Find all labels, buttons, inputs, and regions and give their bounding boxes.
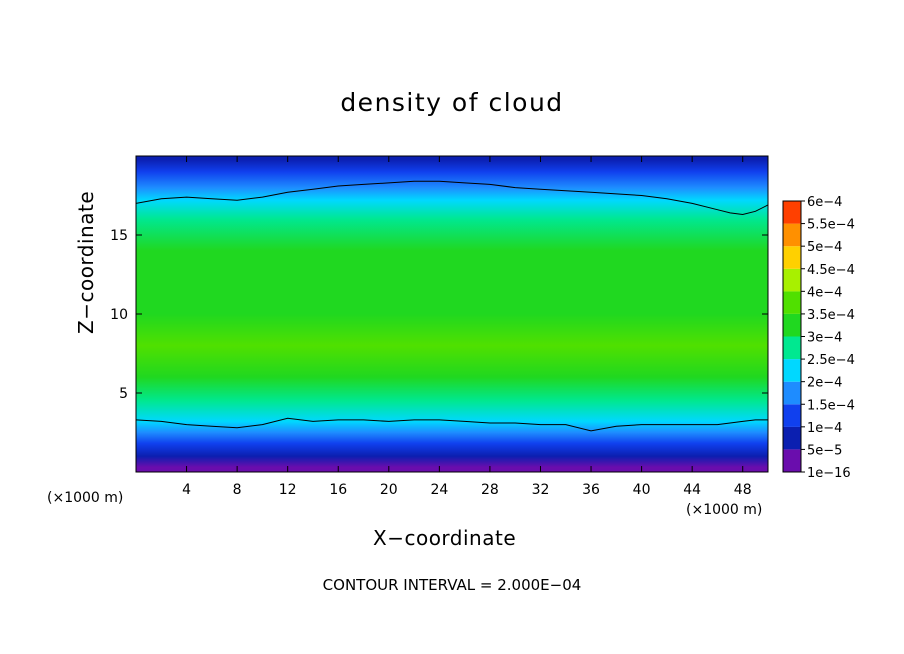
contour-interval-note: CONTOUR INTERVAL = 2.000E−04 bbox=[322, 576, 582, 594]
colorbar-label: 3e−4 bbox=[807, 331, 842, 346]
colorbar-swatch bbox=[783, 426, 801, 450]
x-tick-label: 12 bbox=[279, 482, 297, 498]
colorbar-label: 1e−4 bbox=[807, 421, 842, 436]
colorbar-label: 3.5e−4 bbox=[807, 308, 855, 323]
colorbar-swatch bbox=[783, 381, 801, 405]
x-units-left: (×1000 m) bbox=[47, 490, 124, 506]
plot-area bbox=[136, 156, 768, 472]
colorbar-swatch bbox=[783, 268, 801, 292]
colorbar-label: 4e−4 bbox=[807, 285, 842, 300]
colorbar-label: 1e−16 bbox=[807, 466, 851, 481]
x-tick-label: 48 bbox=[734, 482, 752, 498]
colorbar-swatch bbox=[783, 359, 801, 382]
colorbar-swatch bbox=[783, 223, 801, 247]
colorbar-swatch bbox=[783, 404, 801, 427]
x-tick-label: 4 bbox=[182, 482, 191, 498]
x-tick-label: 24 bbox=[430, 482, 448, 498]
colorbar-swatch bbox=[783, 449, 801, 472]
colorbar-swatch bbox=[783, 313, 801, 337]
y-tick-label: 15 bbox=[110, 228, 128, 244]
contour-line-lower bbox=[136, 417, 768, 432]
colorbar-label: 2e−4 bbox=[807, 376, 842, 391]
x-tick-label: 36 bbox=[582, 482, 600, 498]
chart-title: density of cloud bbox=[340, 88, 564, 117]
colorbar-swatch bbox=[783, 291, 801, 314]
colorbar-swatch bbox=[783, 201, 801, 224]
colorbar-label: 5.5e−4 bbox=[807, 218, 855, 233]
x-tick-label: 40 bbox=[633, 482, 651, 498]
colorbar-label: 5e−4 bbox=[807, 240, 842, 255]
colorbar-swatch bbox=[783, 246, 801, 269]
colorbar-label: 5e−5 bbox=[807, 443, 842, 458]
y-tick-label: 10 bbox=[110, 307, 128, 323]
density-field bbox=[136, 156, 768, 472]
colorbar-swatch bbox=[783, 336, 801, 360]
x-axis-label: X−coordinate bbox=[373, 526, 517, 550]
x-tick-label: 32 bbox=[532, 482, 550, 498]
x-tick-label: 16 bbox=[329, 482, 347, 498]
x-tick-label: 28 bbox=[481, 482, 499, 498]
colorbar-label: 1.5e−4 bbox=[807, 398, 855, 413]
x-tick-label: 8 bbox=[233, 482, 242, 498]
x-tick-label: 20 bbox=[380, 482, 398, 498]
y-axis-ticks: 5 10 15 bbox=[110, 228, 768, 402]
x-tick-label: 44 bbox=[683, 482, 701, 498]
y-tick-label: 5 bbox=[119, 386, 128, 402]
colorbar-label: 6e−4 bbox=[807, 195, 842, 210]
colorbar: 1e−16 5e−5 1e−4 1.5e−4 2e−4 2.5e−4 3e−4 3.5e−4 4… bbox=[782, 195, 855, 481]
x-axis-ticks: 4 8 12 16 20 24 28 32 36 40 44 48 bbox=[182, 156, 752, 498]
contour-line-upper bbox=[136, 180, 768, 216]
x-units-right: (×1000 m) bbox=[686, 502, 763, 518]
colorbar-label: 4.5e−4 bbox=[807, 263, 855, 278]
colorbar-label: 2.5e−4 bbox=[807, 353, 855, 368]
